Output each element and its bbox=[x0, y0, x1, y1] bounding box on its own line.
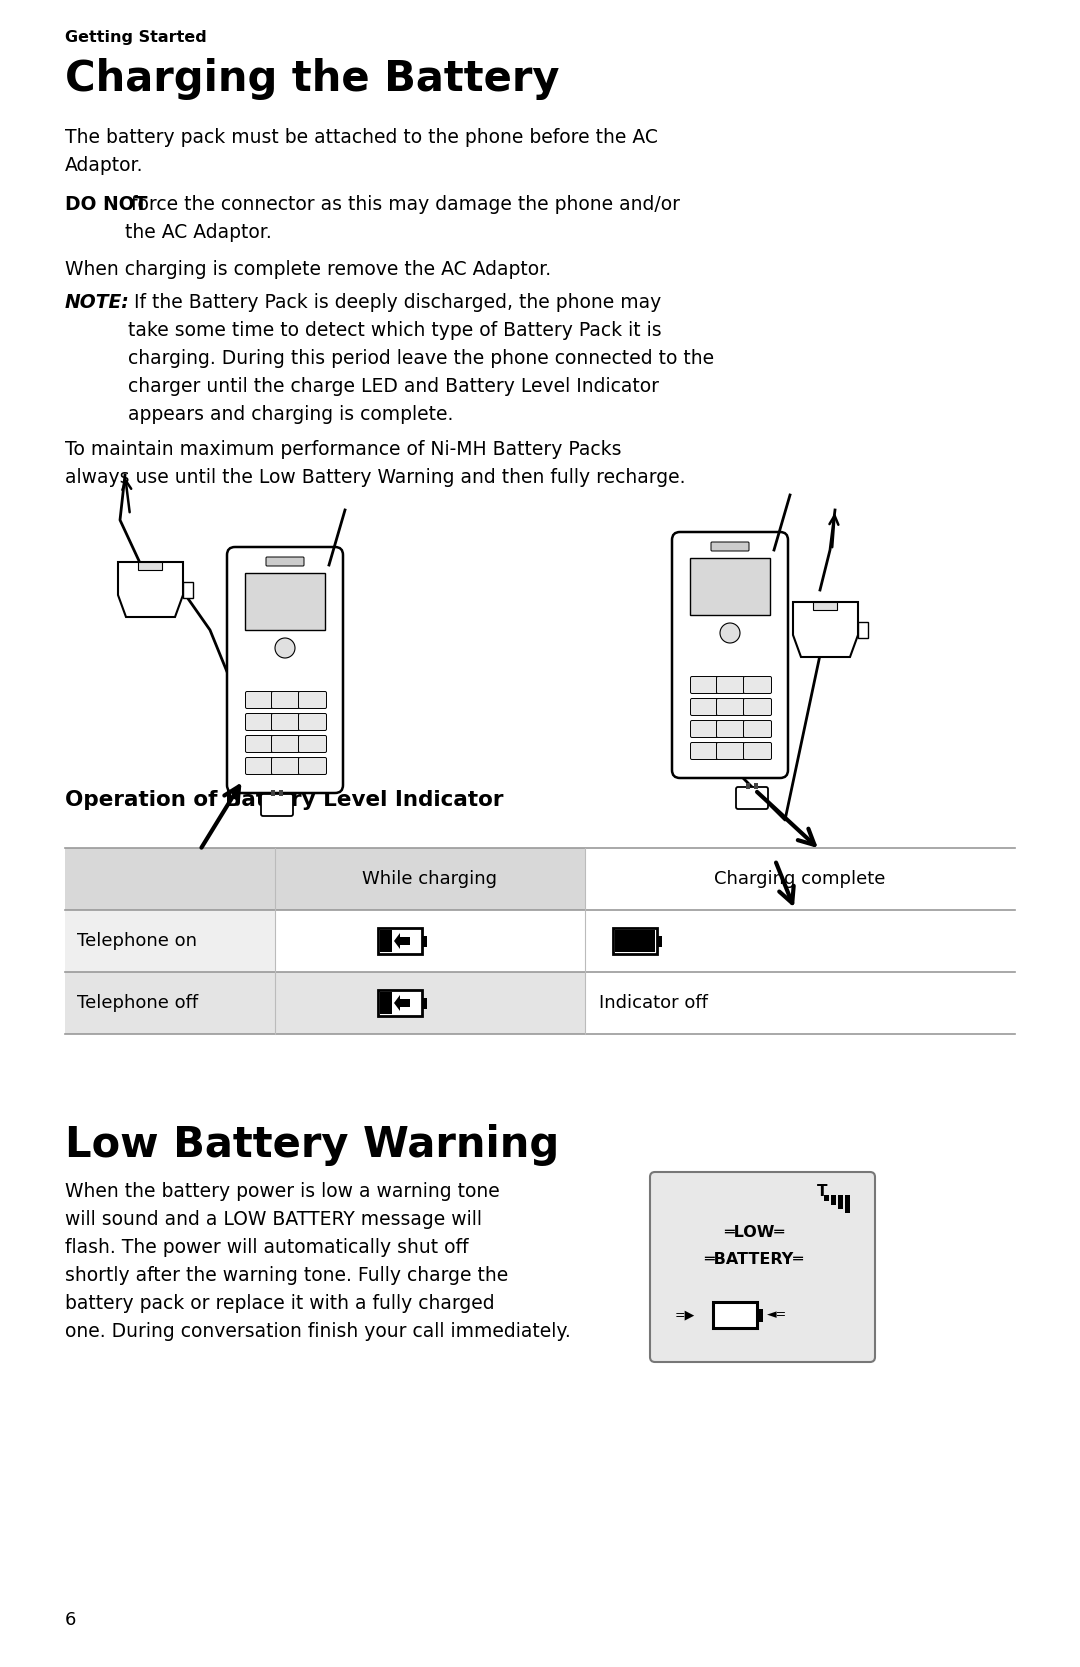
FancyBboxPatch shape bbox=[271, 757, 299, 775]
Circle shape bbox=[275, 638, 295, 658]
Bar bbox=[271, 790, 275, 797]
FancyBboxPatch shape bbox=[298, 757, 326, 775]
FancyBboxPatch shape bbox=[245, 735, 273, 752]
Bar bbox=[585, 849, 1015, 910]
Bar bbox=[713, 1302, 757, 1329]
Bar bbox=[65, 972, 585, 1034]
FancyBboxPatch shape bbox=[271, 735, 299, 752]
Polygon shape bbox=[394, 934, 410, 949]
Text: Low Battery Warning: Low Battery Warning bbox=[65, 1124, 559, 1165]
Text: Indicator off: Indicator off bbox=[599, 994, 707, 1012]
FancyBboxPatch shape bbox=[271, 713, 299, 730]
Text: When the battery power is low a warning tone: When the battery power is low a warning … bbox=[65, 1182, 500, 1200]
FancyBboxPatch shape bbox=[690, 698, 718, 715]
Bar bbox=[380, 992, 392, 1014]
Bar bbox=[65, 910, 275, 972]
Text: =▶: =▶ bbox=[675, 1309, 696, 1322]
Text: T: T bbox=[816, 1184, 827, 1199]
FancyBboxPatch shape bbox=[716, 677, 744, 693]
Text: The battery pack must be attached to the phone before the AC
Adaptor.: The battery pack must be attached to the… bbox=[65, 128, 658, 175]
Text: force the connector as this may damage the phone and/or
the AC Adaptor.: force the connector as this may damage t… bbox=[125, 195, 680, 242]
Text: shortly after the warning tone. Fully charge the: shortly after the warning tone. Fully ch… bbox=[65, 1265, 509, 1285]
FancyBboxPatch shape bbox=[690, 720, 718, 737]
Bar bbox=[838, 1195, 843, 1209]
Bar bbox=[615, 930, 654, 952]
Bar bbox=[757, 1309, 762, 1322]
Text: one. During conversation finish your call immediately.: one. During conversation finish your cal… bbox=[65, 1322, 570, 1340]
Text: To maintain maximum performance of Ni-MH Battery Packs
always use until the Low : To maintain maximum performance of Ni-MH… bbox=[65, 440, 686, 487]
Polygon shape bbox=[793, 602, 858, 657]
FancyBboxPatch shape bbox=[227, 547, 343, 793]
FancyBboxPatch shape bbox=[266, 557, 303, 567]
FancyBboxPatch shape bbox=[298, 735, 326, 752]
Polygon shape bbox=[394, 995, 410, 1010]
Bar bbox=[585, 972, 1015, 1034]
Text: will sound and a LOW BATTERY message will: will sound and a LOW BATTERY message wil… bbox=[65, 1210, 482, 1229]
Bar bbox=[422, 999, 427, 1009]
Bar bbox=[279, 790, 283, 797]
Bar bbox=[245, 573, 325, 630]
Text: flash. The power will automatically shut off: flash. The power will automatically shut… bbox=[65, 1239, 469, 1257]
Bar bbox=[824, 1195, 829, 1200]
FancyBboxPatch shape bbox=[690, 677, 718, 693]
FancyBboxPatch shape bbox=[743, 677, 771, 693]
FancyBboxPatch shape bbox=[743, 698, 771, 715]
FancyBboxPatch shape bbox=[245, 692, 273, 708]
FancyBboxPatch shape bbox=[743, 742, 771, 760]
FancyBboxPatch shape bbox=[735, 787, 768, 808]
Text: ═BATTERY═: ═BATTERY═ bbox=[704, 1252, 804, 1267]
Text: While charging: While charging bbox=[363, 870, 498, 889]
Text: NOTE:: NOTE: bbox=[65, 293, 130, 312]
FancyBboxPatch shape bbox=[261, 793, 293, 817]
FancyBboxPatch shape bbox=[716, 742, 744, 760]
FancyBboxPatch shape bbox=[711, 542, 750, 552]
Bar bbox=[392, 930, 394, 952]
Bar bbox=[380, 930, 392, 952]
Bar bbox=[690, 558, 770, 615]
Bar bbox=[831, 1195, 836, 1205]
Bar bbox=[392, 992, 394, 1014]
Bar bbox=[613, 929, 657, 954]
FancyBboxPatch shape bbox=[298, 713, 326, 730]
Bar bbox=[138, 562, 162, 570]
Text: battery pack or replace it with a fully charged: battery pack or replace it with a fully … bbox=[65, 1294, 495, 1314]
Bar bbox=[845, 1195, 850, 1214]
FancyBboxPatch shape bbox=[716, 698, 744, 715]
Bar bbox=[275, 849, 585, 910]
FancyBboxPatch shape bbox=[271, 692, 299, 708]
Bar bbox=[813, 602, 837, 610]
Text: Getting Started: Getting Started bbox=[65, 30, 206, 45]
Bar bbox=[378, 929, 422, 954]
Text: Telephone off: Telephone off bbox=[77, 994, 198, 1012]
Text: Telephone on: Telephone on bbox=[77, 932, 197, 950]
Text: When charging is complete remove the AC Adaptor.: When charging is complete remove the AC … bbox=[65, 260, 551, 278]
Bar bbox=[65, 849, 275, 910]
Bar bbox=[858, 622, 868, 638]
Text: Operation of Battery Level Indicator: Operation of Battery Level Indicator bbox=[65, 790, 503, 810]
Circle shape bbox=[720, 623, 740, 643]
FancyBboxPatch shape bbox=[690, 742, 718, 760]
Text: If the Battery Pack is deeply discharged, the phone may
take some time to detect: If the Battery Pack is deeply discharged… bbox=[129, 293, 714, 423]
FancyBboxPatch shape bbox=[650, 1172, 875, 1362]
Text: ◄=: ◄= bbox=[767, 1309, 787, 1322]
Bar bbox=[422, 935, 427, 947]
FancyBboxPatch shape bbox=[672, 532, 788, 778]
Bar bbox=[754, 783, 758, 788]
Bar bbox=[746, 783, 750, 788]
Bar bbox=[275, 910, 1015, 972]
Text: DO NOT: DO NOT bbox=[65, 195, 148, 213]
Text: Charging the Battery: Charging the Battery bbox=[65, 58, 559, 100]
FancyBboxPatch shape bbox=[298, 692, 326, 708]
FancyBboxPatch shape bbox=[245, 713, 273, 730]
Text: 6: 6 bbox=[65, 1610, 77, 1629]
FancyBboxPatch shape bbox=[245, 757, 273, 775]
FancyBboxPatch shape bbox=[743, 720, 771, 737]
Bar bbox=[657, 935, 662, 947]
Polygon shape bbox=[118, 562, 183, 617]
Text: Charging complete: Charging complete bbox=[714, 870, 886, 889]
Bar bbox=[378, 990, 422, 1015]
Bar bbox=[183, 582, 193, 598]
FancyBboxPatch shape bbox=[716, 720, 744, 737]
Text: ═LOW═: ═LOW═ bbox=[724, 1225, 784, 1240]
